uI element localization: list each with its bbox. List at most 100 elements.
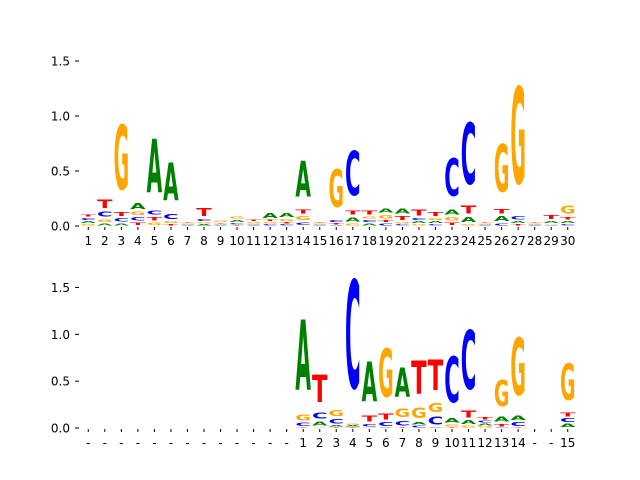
x-tick-label: 11 <box>246 234 261 248</box>
x-tick-label: - <box>86 436 90 450</box>
logo-letter-C: C <box>560 224 576 226</box>
logo-letter-A: A <box>477 225 493 226</box>
x-tick-label: 30 <box>560 234 575 248</box>
x-tick-label: 19 <box>378 234 393 248</box>
x-tick-label: 6 <box>382 436 390 450</box>
logo-letter-G: G <box>444 424 460 427</box>
logo-letter-G: G <box>312 427 328 428</box>
y-tick-label: 1.5 <box>51 281 70 295</box>
logo-letter-C: C <box>180 224 196 225</box>
x-tick-label: 16 <box>329 234 344 248</box>
logo-letter-C: C <box>246 224 262 225</box>
logo-letter-T: T <box>378 412 394 421</box>
logo-letter-A: A <box>510 414 526 422</box>
logo-letter-C: C <box>163 213 179 221</box>
logo-letter-G: G <box>527 223 543 224</box>
logo-letter-C: C <box>312 224 328 225</box>
logo-letter-T: T <box>428 211 444 217</box>
logo-letter-A: A <box>130 202 146 211</box>
logo-letter-T: T <box>477 417 493 421</box>
logo-letter-C: C <box>560 418 576 424</box>
y-tick-label: 0.0 <box>51 422 70 436</box>
logo-letter-A: A <box>180 225 196 226</box>
logo-letter-T: T <box>362 414 378 423</box>
x-tick-label: 21 <box>411 234 426 248</box>
logo-letter-C: C <box>130 216 146 222</box>
logo-letter-T: T <box>196 207 212 219</box>
logo-letter-G: G <box>295 215 311 221</box>
logo-letter-G: G <box>378 214 394 219</box>
logo-letter-C: C <box>362 423 378 427</box>
x-tick-label: - <box>268 436 272 450</box>
logo-letter-T: T <box>345 210 361 216</box>
logo-letter-C: C <box>395 224 411 226</box>
logo-letter-T: T <box>444 222 461 226</box>
logo-letter-T: T <box>560 412 577 418</box>
logo-letter-A: A <box>114 223 130 226</box>
logo-letter-A: A <box>477 424 493 427</box>
logo-letter-C: C <box>345 139 361 210</box>
logo-letter-T: T <box>510 224 526 226</box>
logo-letter-T: T <box>411 352 427 405</box>
logo-letter-T: T <box>312 222 328 223</box>
logo-letter-C: C <box>279 224 295 226</box>
logo-letter-G: G <box>560 204 576 216</box>
logo-letter-T: T <box>81 214 97 217</box>
logo-letter-C: C <box>329 418 345 426</box>
logo-letter-C: C <box>97 210 113 218</box>
logo-letter-A: A <box>312 225 328 226</box>
x-tick-label: 14 <box>510 436 525 450</box>
x-tick-label: 8 <box>200 234 208 248</box>
logo-letter-A: A <box>378 427 394 428</box>
x-tick-label: 12 <box>477 436 492 450</box>
logo-letter-G: G <box>362 427 378 428</box>
x-tick-label: 15 <box>312 234 327 248</box>
logo-panel-bottom: 0.00.51.01.5- - - - - - - - - - - - -1 2 3 4 5 6 7 8 9 10 11 12… <box>51 251 577 450</box>
logo-letter-C: C <box>411 217 427 220</box>
logo-letter-A: A <box>362 223 378 226</box>
logo-letter-T: T <box>329 223 345 225</box>
logo-letter-C: C <box>543 225 559 226</box>
logo-letter-G: G <box>345 223 361 226</box>
logo-letter-G: G <box>114 109 130 211</box>
logo-letter-A: A <box>560 424 577 428</box>
x-tick-label: 5 <box>366 436 374 450</box>
logo-letter-A: A <box>329 225 345 226</box>
logo-letter-G: G <box>130 211 146 216</box>
x-tick-label: 15 <box>560 436 575 450</box>
logo-letter-C: C <box>494 427 510 428</box>
x-tick-label: 4 <box>349 436 357 450</box>
x-tick-label: 22 <box>428 234 443 248</box>
logo-letter-T: T <box>147 216 164 221</box>
logo-letter-A: A <box>147 124 163 210</box>
x-tick-label: 9 <box>432 436 440 450</box>
logo-letter-T: T <box>395 215 411 221</box>
logo-letter-C: C <box>411 425 427 428</box>
logo-letter-T: T <box>180 222 196 223</box>
logo-letter-G: G <box>329 161 345 221</box>
x-tick-label: 12 <box>262 234 277 248</box>
x-tick-label: 1 <box>84 234 92 248</box>
x-tick-label: 24 <box>461 234 476 248</box>
logo-letter-A: A <box>411 221 427 224</box>
logo-letter-C: C <box>477 224 493 225</box>
x-tick-label: - <box>532 436 536 450</box>
logo-letter-G: G <box>295 414 311 423</box>
logo-letter-G: G <box>510 324 526 415</box>
logo-letter-G: G <box>81 224 97 226</box>
logo-letter-A: A <box>378 208 394 215</box>
logo-letter-A: A <box>329 425 345 427</box>
logo-letter-A: A <box>213 225 229 226</box>
logo-letter-C: C <box>527 224 543 225</box>
x-tick-label: 29 <box>544 234 559 248</box>
logo-letter-T: T <box>494 423 510 427</box>
logo-letter-C: C <box>312 411 328 421</box>
logo-letter-G: G <box>510 61 526 215</box>
logo-letter-G: G <box>378 337 394 413</box>
logo-letter-A: A <box>362 350 378 414</box>
y-tick-label: 1.5 <box>51 55 70 69</box>
logo-letter-T: T <box>395 427 411 428</box>
x-tick-label: 5 <box>151 234 159 248</box>
logo-letter-C: C <box>362 219 378 222</box>
